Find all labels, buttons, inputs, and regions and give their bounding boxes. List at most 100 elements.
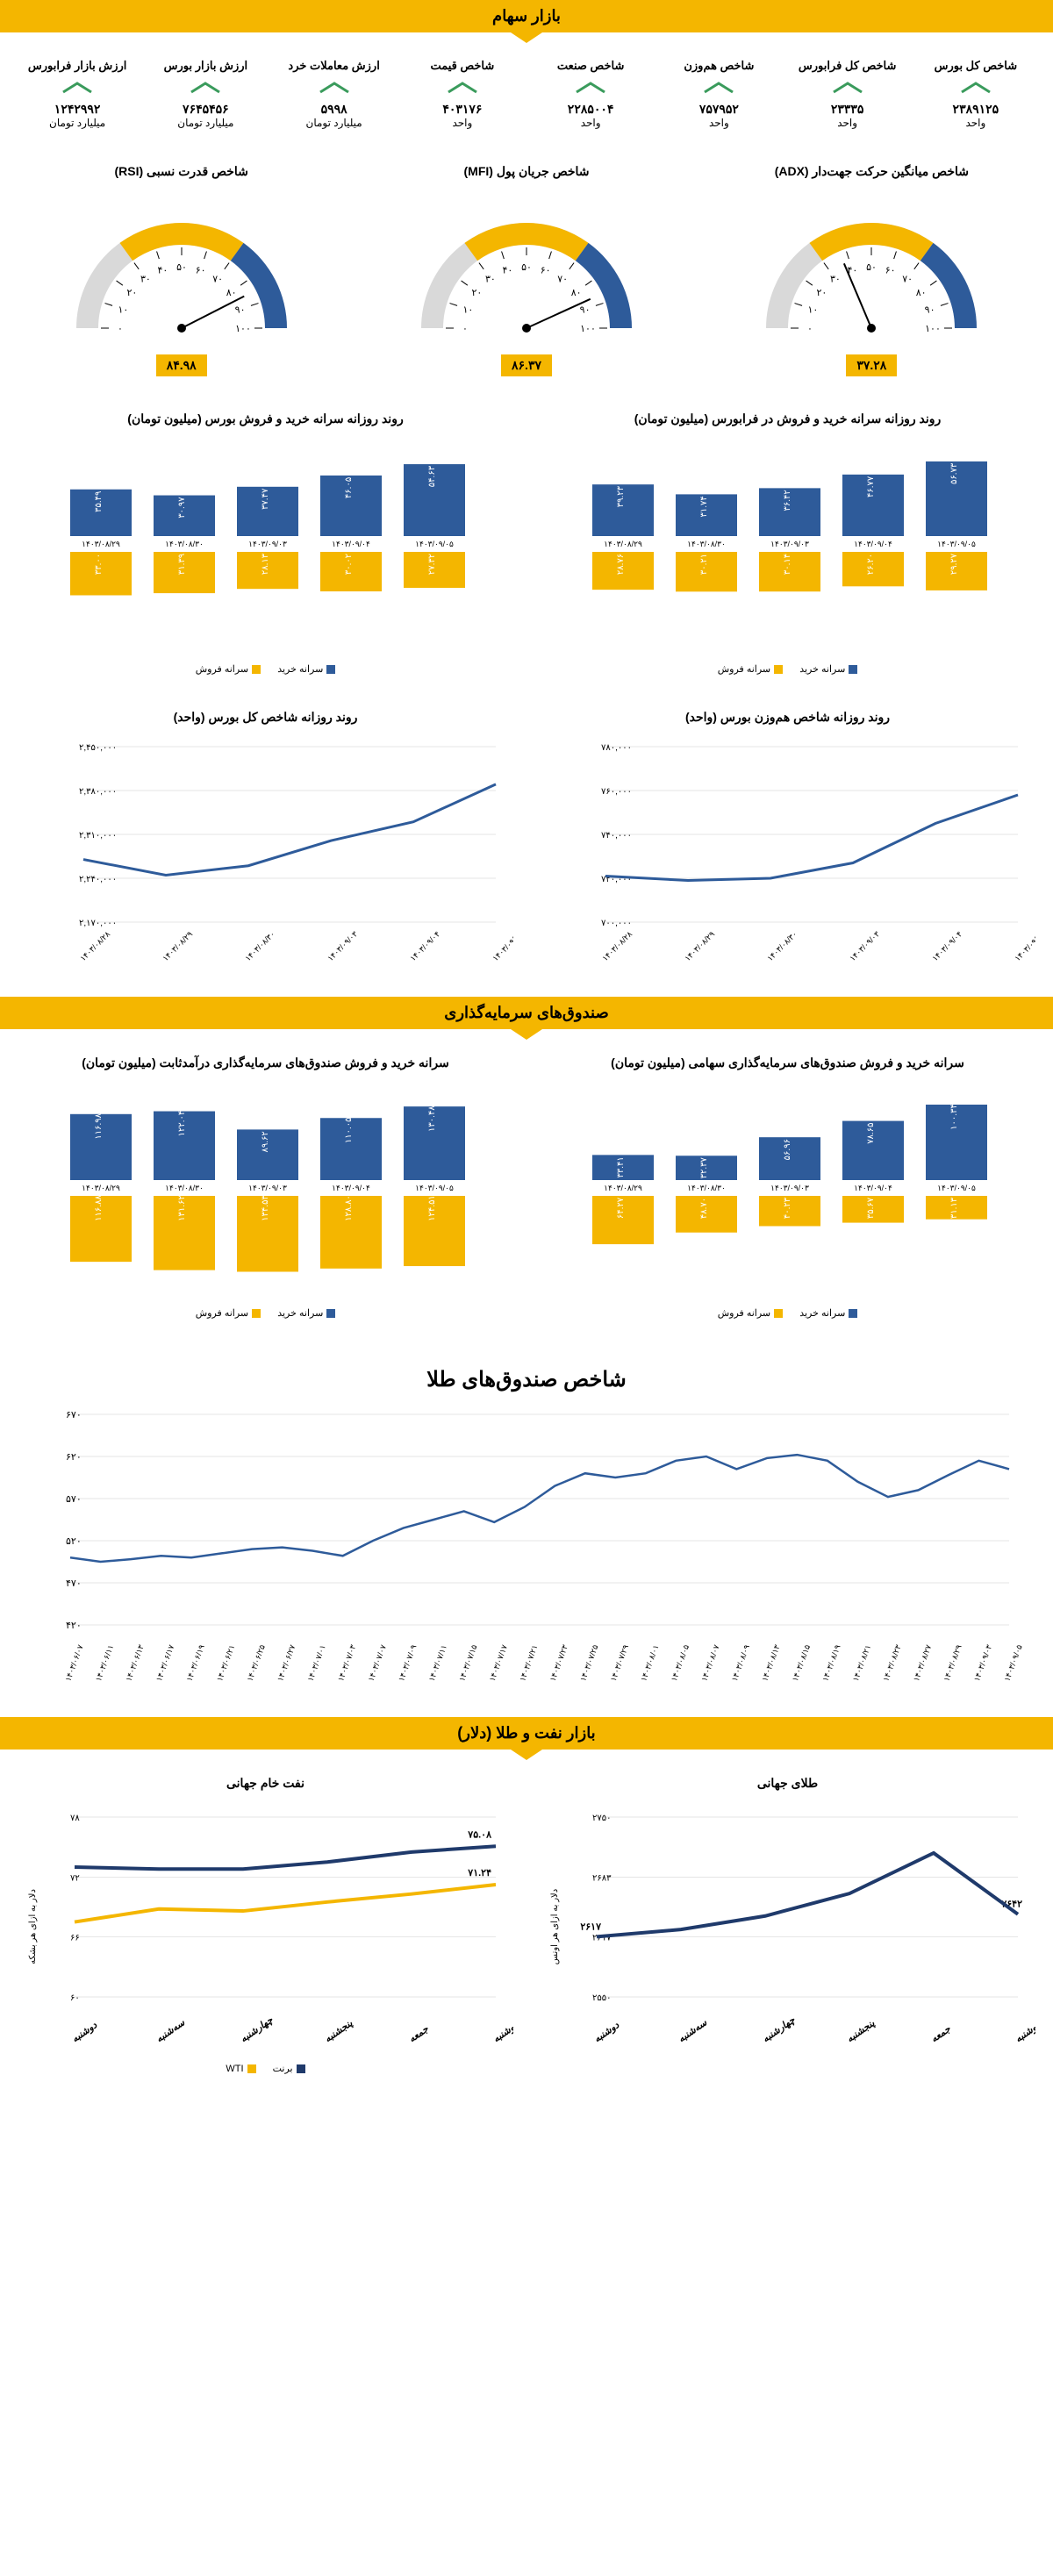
svg-text:۱۴۰۳/۰۶/۲۱: ۱۴۰۳/۰۶/۲۱ bbox=[215, 1643, 236, 1682]
svg-text:۱۱۶.۸۸: ۱۱۶.۸۸ bbox=[94, 1195, 104, 1221]
metric-card: شاخص هم‌وزن ۷۵۷۹۵۲ واحد bbox=[659, 59, 778, 129]
svg-text:۲۸.۱۳: ۲۸.۱۳ bbox=[261, 553, 270, 575]
svg-text:۱۴۰۳/۰۸/۰۹: ۱۴۰۳/۰۸/۰۹ bbox=[730, 1643, 751, 1683]
metric-value: ۷۵۷۹۵۲ bbox=[659, 102, 778, 117]
svg-text:۴۰.۲۳: ۴۰.۲۳ bbox=[783, 1197, 792, 1219]
svg-text:۱۰۰: ۱۰۰ bbox=[925, 324, 941, 334]
svg-text:دوشنبه: دوشنبه bbox=[70, 2020, 100, 2045]
svg-text:۶۲۰: ۶۲۰ bbox=[66, 1452, 82, 1463]
legend: سرانه خرید سرانه فروش bbox=[540, 663, 1035, 675]
gauge-title: شاخص میانگین حرکت جهت‌دار (ADX) bbox=[708, 164, 1035, 179]
svg-text:۱۴۰۳/۰۹/۰۴: ۱۴۰۳/۰۹/۰۴ bbox=[332, 540, 370, 548]
svg-text:۱۲۴.۵۱: ۱۲۴.۵۱ bbox=[427, 1195, 437, 1221]
svg-text:۳۳.۴۱: ۳۳.۴۱ bbox=[616, 1156, 626, 1177]
svg-text:۲۶۱۷: ۲۶۱۷ bbox=[580, 1921, 601, 1932]
svg-text:۱۴۰۳/۰۷/۲۳: ۱۴۰۳/۰۷/۲۳ bbox=[548, 1643, 569, 1683]
svg-text:دوشنبه: دوشنبه bbox=[592, 2020, 622, 2045]
svg-text:۱۴۰۳/۰۶/۲۵: ۱۴۰۳/۰۶/۲۵ bbox=[246, 1643, 267, 1683]
svg-text:۰: ۰ bbox=[807, 324, 813, 334]
svg-text:۲۷۵۰: ۲۷۵۰ bbox=[592, 1814, 611, 1823]
svg-text:۱۳۰.۴۸: ۱۳۰.۴۸ bbox=[427, 1106, 437, 1132]
svg-text:۱۴۰۳/۰۸/۲۷: ۱۴۰۳/۰۸/۲۷ bbox=[912, 1643, 933, 1683]
svg-text:سه‌شنبه: سه‌شنبه bbox=[154, 2017, 188, 2044]
svg-text:۴۶.۰۵: ۴۶.۰۵ bbox=[344, 477, 354, 498]
metric-value: ۱۲۴۲۹۹۲ bbox=[18, 102, 137, 117]
svg-text:۵۰: ۵۰ bbox=[866, 262, 877, 273]
metric-label: شاخص هم‌وزن bbox=[659, 59, 778, 73]
section-header-funds: صندوق‌های سرمایه‌گذاری bbox=[0, 997, 1053, 1029]
up-arrow-icon bbox=[18, 80, 137, 98]
svg-text:۱۴۰۳/۰۶/۱۱: ۱۴۰۳/۰۶/۱۱ bbox=[94, 1643, 115, 1682]
svg-text:۵۲۰: ۵۲۰ bbox=[66, 1536, 82, 1547]
svg-text:۶۰: ۶۰ bbox=[70, 1993, 80, 2003]
gauge: شاخص میانگین حرکت جهت‌دار (ADX)۰۱۰۲۰۳۰۴۰… bbox=[708, 164, 1035, 376]
svg-text:۳۰: ۳۰ bbox=[485, 274, 496, 284]
svg-text:۲۷.۳۲: ۲۷.۳۲ bbox=[427, 554, 437, 575]
svg-text:چهارشنبه: چهارشنبه bbox=[761, 2014, 799, 2045]
svg-text:۱۰۰: ۱۰۰ bbox=[235, 324, 251, 334]
metric-label: شاخص کل بورس bbox=[916, 59, 1035, 73]
svg-text:۱۴۰۳/۰۸/۲۹: ۱۴۰۳/۰۸/۲۹ bbox=[161, 929, 194, 962]
svg-text:۲,۴۵۰,۰۰۰: ۲,۴۵۰,۰۰۰ bbox=[79, 743, 117, 753]
svg-text:۱۴۰۳/۰۹/۰۴: ۱۴۰۳/۰۹/۰۴ bbox=[332, 1184, 370, 1192]
chart-title: روند روزانه سرانه خرید و فروش بورس (میلی… bbox=[18, 411, 513, 426]
chart-line-kol: ۲,۱۷۰,۰۰۰۲,۲۴۰,۰۰۰۲,۳۱۰,۰۰۰۲,۳۸۰,۰۰۰۲,۴۵… bbox=[22, 738, 513, 966]
svg-text:۳۷.۴۷: ۳۷.۴۷ bbox=[261, 488, 270, 510]
svg-text:۱۴۰۳/۰۸/۲۹: ۱۴۰۳/۰۸/۲۹ bbox=[82, 1184, 120, 1192]
svg-text:۱۰: ۱۰ bbox=[808, 304, 819, 315]
svg-text:۱۴۰۳/۰۷/۲۵: ۱۴۰۳/۰۷/۲۵ bbox=[578, 1643, 599, 1683]
svg-text:دلار به ازای هر بشکه: دلار به ازای هر بشکه bbox=[28, 1889, 38, 1964]
svg-text:دوشنبه: دوشنبه bbox=[1014, 2020, 1035, 2045]
chart-gold-index: ۴۲۰۴۷۰۵۲۰۵۷۰۶۲۰۶۷۰۱۴۰۳/۰۶/۰۷۱۴۰۳/۰۶/۱۱۱۴… bbox=[26, 1406, 1027, 1686]
svg-text:۱۴۰۳/۰۹/۰۳: ۱۴۰۳/۰۹/۰۳ bbox=[848, 929, 881, 962]
metric-value: ۲۳۸۹۱۲۵ bbox=[916, 102, 1035, 117]
svg-text:۱۴۰۳/۰۷/۲۱: ۱۴۰۳/۰۷/۲۱ bbox=[518, 1643, 539, 1682]
svg-text:۶۶: ۶۶ bbox=[70, 1934, 80, 1943]
svg-text:۱۴۰۳/۰۹/۰۳: ۱۴۰۳/۰۹/۰۳ bbox=[770, 1184, 809, 1192]
chart-oil-world: ۶۰۶۶۷۲۷۸دلار به ازای هر بشکه۷۵.۰۸۷۱.۲۴دو… bbox=[22, 1804, 513, 2050]
svg-text:۱۴۰۳/۰۸/۳۰: ۱۴۰۳/۰۸/۳۰ bbox=[687, 1184, 726, 1192]
metric-unit: واحد bbox=[403, 117, 522, 129]
svg-text:۱۴۰۳/۰۹/۰۴: ۱۴۰۳/۰۹/۰۴ bbox=[854, 1184, 892, 1192]
svg-text:۱۴۰۳/۰۸/۲۹: ۱۴۰۳/۰۸/۲۹ bbox=[604, 1184, 642, 1192]
legend: سرانه خرید سرانه فروش bbox=[18, 663, 513, 675]
svg-text:۱۴۰۳/۰۸/۱۹: ۱۴۰۳/۰۸/۱۹ bbox=[820, 1643, 842, 1683]
svg-text:۲۰: ۲۰ bbox=[817, 288, 827, 298]
svg-text:۴۲۰: ۴۲۰ bbox=[66, 1621, 82, 1631]
svg-text:۳۵.۴۹: ۳۵.۴۹ bbox=[94, 491, 104, 512]
svg-text:پنجشنبه: پنجشنبه bbox=[323, 2018, 355, 2045]
svg-text:۱۴۰۳/۰۹/۰۵: ۱۴۰۳/۰۹/۰۵ bbox=[1002, 1643, 1023, 1683]
up-arrow-icon bbox=[146, 80, 265, 98]
svg-text:۱۰۰: ۱۰۰ bbox=[580, 324, 596, 334]
svg-text:۱۴۰۳/۰۹/۰۳: ۱۴۰۳/۰۹/۰۳ bbox=[248, 540, 287, 548]
svg-text:۱۴۰۳/۰۸/۲۹: ۱۴۰۳/۰۸/۲۹ bbox=[604, 540, 642, 548]
svg-text:۳۰.۲۱: ۳۰.۲۱ bbox=[699, 554, 709, 575]
svg-text:۵۶.۷۳: ۵۶.۷۳ bbox=[949, 462, 959, 484]
metric-value: ۵۹۹۸ bbox=[275, 102, 394, 117]
metric-unit: میلیارد تومان bbox=[18, 117, 137, 129]
svg-text:۵۰: ۵۰ bbox=[176, 262, 187, 273]
svg-text:۳۹.۲۳: ۳۹.۲۳ bbox=[616, 485, 626, 507]
metric-label: شاخص قیمت bbox=[403, 59, 522, 73]
svg-text:۳۰: ۳۰ bbox=[830, 274, 841, 284]
svg-text:۴۷۰: ۴۷۰ bbox=[66, 1578, 82, 1589]
svg-text:۱۴۰۳/۰۷/۱۵: ۱۴۰۳/۰۷/۱۵ bbox=[457, 1643, 478, 1683]
svg-text:۱۴۰۳/۰۸/۳۰: ۱۴۰۳/۰۸/۳۰ bbox=[765, 929, 799, 962]
svg-text:۴۰: ۴۰ bbox=[502, 265, 512, 275]
svg-text:۱۴۰۳/۰۹/۰۳: ۱۴۰۳/۰۹/۰۳ bbox=[326, 929, 359, 962]
legend: سرانه خرید سرانه فروش bbox=[540, 1307, 1035, 1319]
section-header-oilgold: بازار نفت و طلا (دلار) bbox=[0, 1717, 1053, 1750]
svg-text:۴۶.۷۷: ۴۶.۷۷ bbox=[866, 476, 876, 497]
svg-text:۱۴۰۳/۰۹/۰۵: ۱۴۰۳/۰۹/۰۵ bbox=[491, 929, 513, 962]
svg-text:۱۴۰۳/۰۷/۰۳: ۱۴۰۳/۰۷/۰۳ bbox=[336, 1643, 357, 1683]
svg-text:۱۴۰۳/۰۶/۱۷: ۱۴۰۳/۰۶/۱۷ bbox=[154, 1643, 176, 1683]
chart-title: روند روزانه شاخص کل بورس (واحد) bbox=[18, 710, 513, 725]
svg-text:۹۰: ۹۰ bbox=[580, 304, 591, 315]
svg-text:۱۴۰۳/۰۶/۱۹: ۱۴۰۳/۰۶/۱۹ bbox=[185, 1643, 206, 1683]
metric-card: ارزش بازار فرابورس ۱۲۴۲۹۹۲ میلیارد تومان bbox=[18, 59, 137, 129]
svg-text:۲,۲۴۰,۰۰۰: ۲,۲۴۰,۰۰۰ bbox=[79, 875, 117, 884]
metric-value: ۷۶۴۵۴۵۶ bbox=[146, 102, 265, 117]
svg-text:۳۱.۳۹: ۳۱.۳۹ bbox=[177, 554, 187, 575]
metric-card: ارزش معاملات خرد ۵۹۹۸ میلیارد تومان bbox=[275, 59, 394, 129]
metric-label: ارزش بازار فرابورس bbox=[18, 59, 137, 73]
